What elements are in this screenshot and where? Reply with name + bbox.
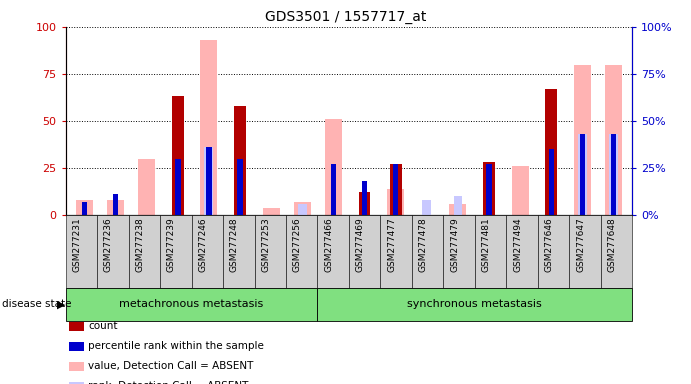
Text: rank, Detection Call = ABSENT: rank, Detection Call = ABSENT (88, 381, 249, 384)
Bar (483, 162, 495, 215)
Bar (76, 200, 93, 215)
Text: synchronous metastasis: synchronous metastasis (408, 299, 542, 310)
Bar (574, 65, 591, 215)
Text: GDS3501 / 1557717_at: GDS3501 / 1557717_at (265, 10, 426, 23)
Text: GSM277646: GSM277646 (545, 217, 553, 272)
Text: GSM277481: GSM277481 (482, 217, 491, 272)
Bar (578, 134, 587, 215)
Text: disease state: disease state (2, 299, 72, 310)
Bar (325, 119, 342, 215)
Bar (605, 65, 622, 215)
Bar (449, 204, 466, 215)
Text: GSM277647: GSM277647 (576, 217, 585, 272)
Text: GSM277236: GSM277236 (104, 217, 113, 272)
Text: GSM277239: GSM277239 (167, 217, 176, 272)
Text: GSM277238: GSM277238 (135, 217, 144, 272)
Bar (294, 202, 311, 215)
Text: percentile rank within the sample: percentile rank within the sample (88, 341, 265, 351)
Bar (361, 181, 368, 215)
Bar (611, 134, 616, 215)
Bar (387, 189, 404, 215)
Bar (486, 164, 492, 215)
Bar (422, 200, 431, 215)
Bar (172, 96, 184, 215)
Bar (107, 200, 124, 215)
Bar (138, 159, 155, 215)
Text: GSM277469: GSM277469 (356, 217, 365, 272)
Bar (82, 202, 87, 215)
Text: GSM277246: GSM277246 (198, 217, 207, 271)
Bar (298, 204, 307, 215)
Text: GSM277479: GSM277479 (450, 217, 459, 272)
Text: GSM277231: GSM277231 (73, 217, 82, 272)
Bar (453, 196, 462, 215)
Bar (113, 194, 118, 215)
Text: GSM277256: GSM277256 (293, 217, 302, 272)
Bar (175, 159, 180, 215)
Text: value, Detection Call = ABSENT: value, Detection Call = ABSENT (88, 361, 254, 371)
Text: GSM277648: GSM277648 (607, 217, 616, 272)
Bar (609, 134, 618, 215)
Bar (580, 134, 585, 215)
Bar (263, 207, 280, 215)
Bar (206, 147, 211, 215)
Bar (237, 159, 243, 215)
Bar (359, 192, 370, 215)
Bar (545, 89, 557, 215)
Bar (393, 164, 399, 215)
Text: GSM277477: GSM277477 (387, 217, 396, 272)
Bar (200, 40, 218, 215)
Text: GSM277466: GSM277466 (324, 217, 333, 272)
Text: GSM277494: GSM277494 (513, 217, 522, 271)
Text: count: count (88, 321, 118, 331)
Text: GSM277253: GSM277253 (261, 217, 270, 272)
Bar (549, 149, 554, 215)
Bar (205, 147, 214, 215)
Text: ▶: ▶ (57, 299, 66, 310)
Bar (390, 164, 401, 215)
Bar (234, 106, 246, 215)
Text: GSM277478: GSM277478 (419, 217, 428, 272)
Text: metachronous metastasis: metachronous metastasis (120, 299, 264, 310)
Bar (330, 164, 337, 215)
Bar (511, 166, 529, 215)
Text: GSM277248: GSM277248 (230, 217, 239, 271)
